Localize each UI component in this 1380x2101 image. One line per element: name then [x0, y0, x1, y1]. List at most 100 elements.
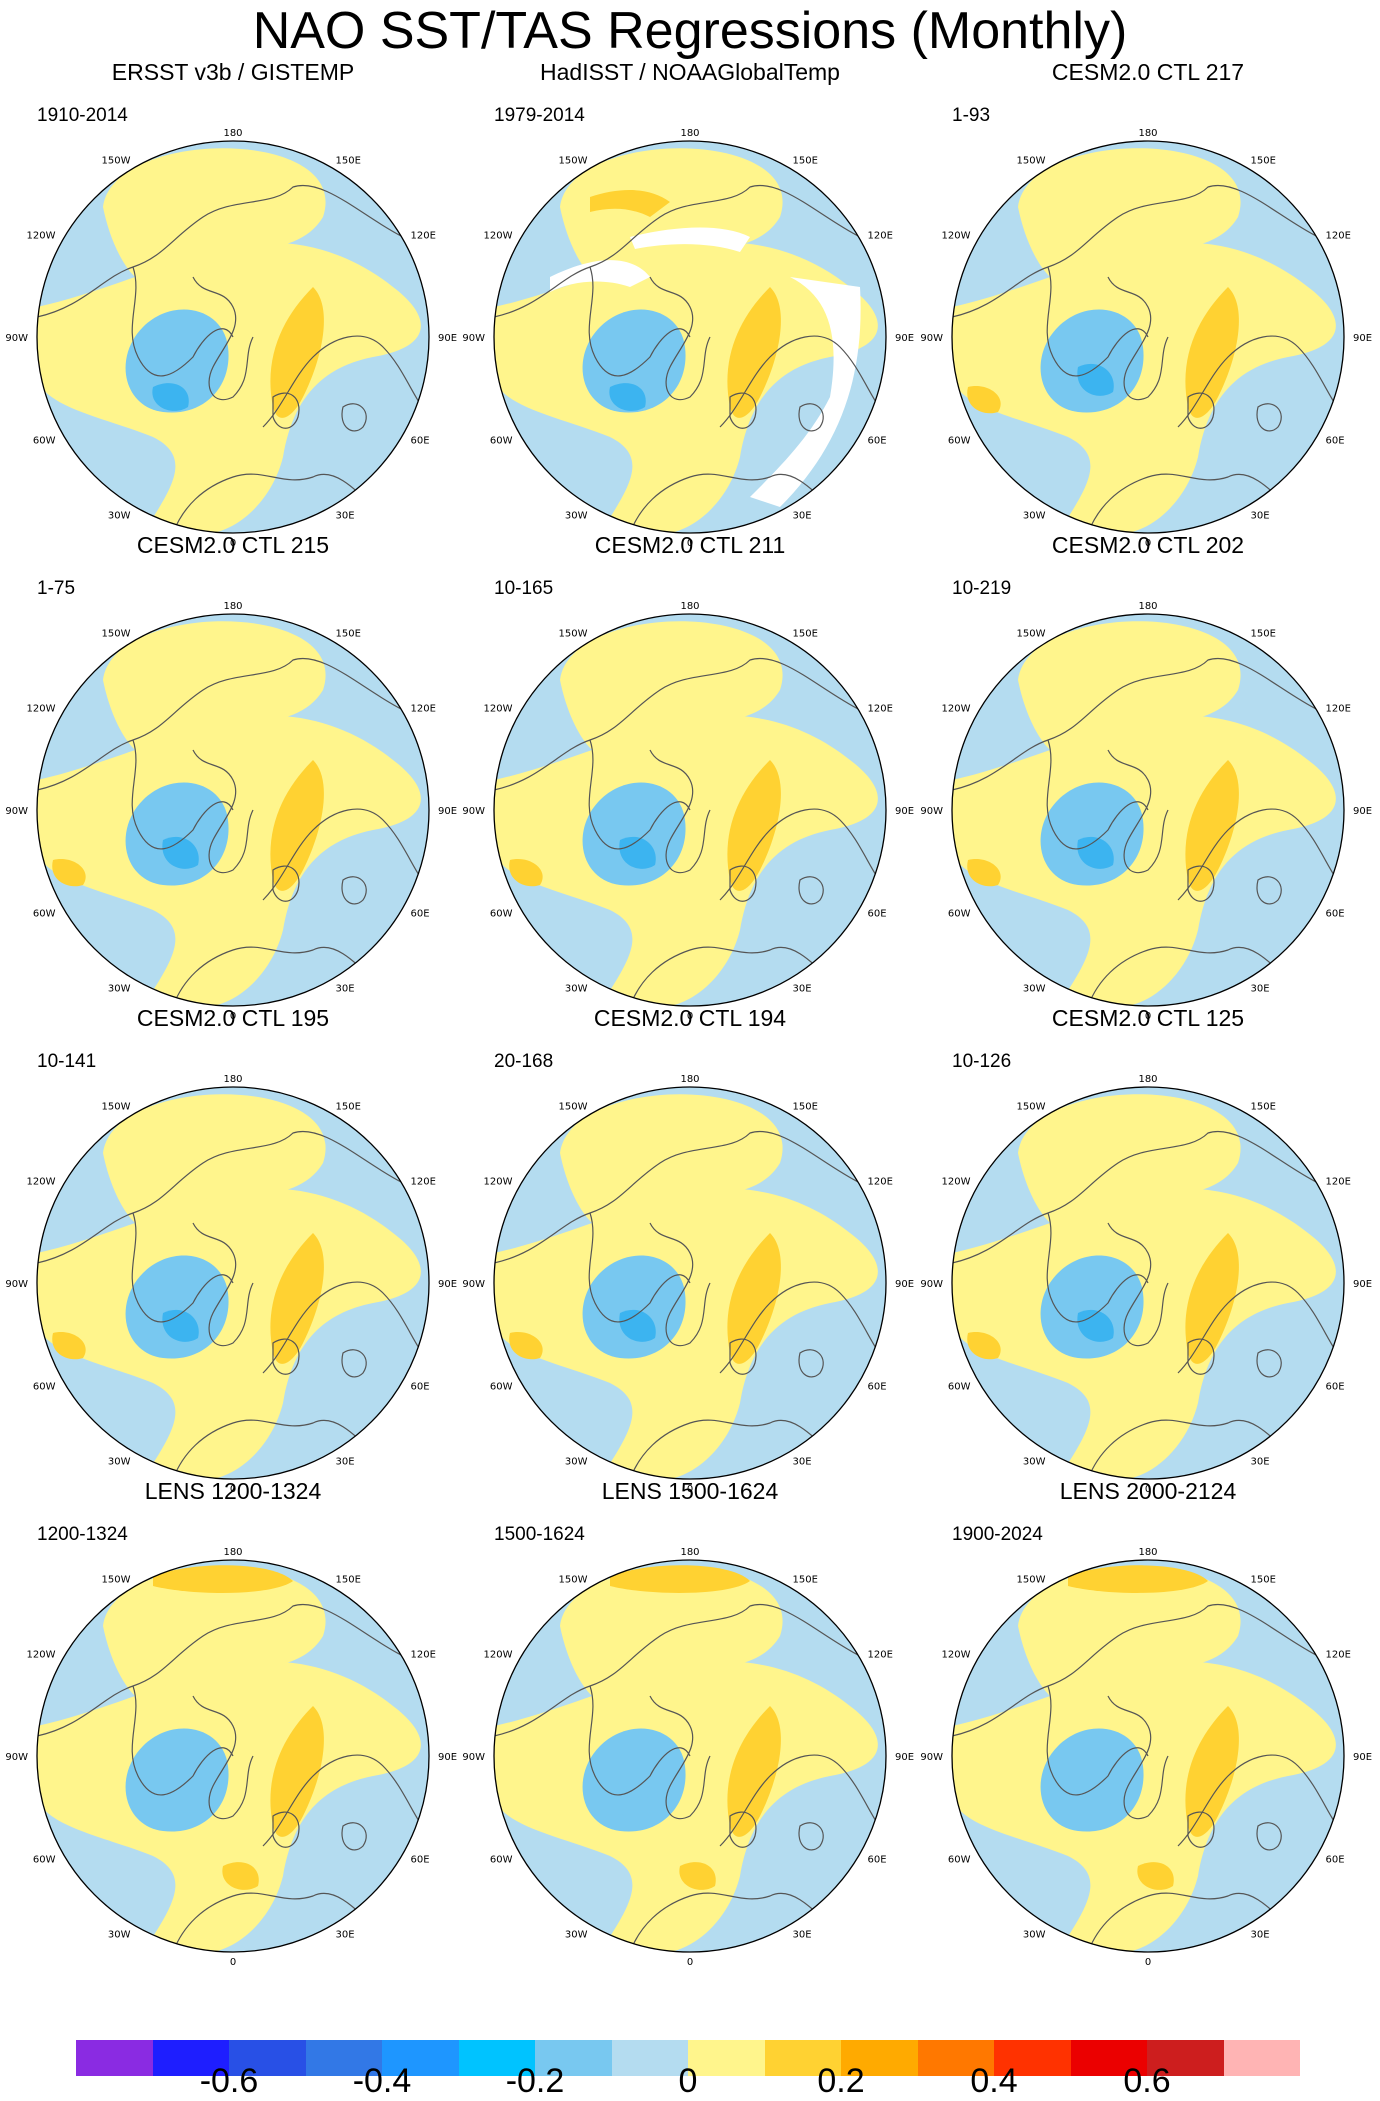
longitude-label: 30W	[565, 511, 588, 522]
longitude-label: 0	[1145, 1484, 1151, 1495]
map-border	[951, 1559, 1345, 1953]
colorbar-swatch	[1223, 2040, 1300, 2076]
panel-period-label: 1-75	[37, 578, 76, 599]
longitude-label: 30E	[793, 1457, 812, 1468]
colorbar	[76, 2040, 1300, 2076]
regression-field	[37, 1560, 429, 1952]
longitude-label: 60W	[33, 909, 56, 920]
colorbar-swatch	[152, 2040, 229, 2076]
longitude-label: 90E	[895, 333, 914, 344]
longitude-label: 150W	[1017, 1101, 1046, 1112]
longitude-label: 120E	[1326, 1650, 1351, 1661]
longitude-label: 150W	[102, 1101, 131, 1112]
longitude-label: 60E	[411, 1382, 430, 1393]
longitude-label: 120W	[941, 704, 970, 715]
panel-title: CESM2.0 CTL 202	[1051, 532, 1245, 558]
longitude-label: 30E	[1251, 984, 1270, 995]
longitude-label: 150E	[793, 155, 818, 166]
regression-field	[494, 614, 886, 1006]
longitude-label: 120E	[411, 231, 436, 242]
longitude-label: 0	[687, 538, 693, 549]
panel-period-label: 1979-2014	[494, 105, 585, 126]
longitude-label: 60W	[33, 1382, 56, 1393]
regression-field	[952, 1087, 1344, 1479]
panel-period-label: 10-165	[494, 578, 554, 599]
longitude-label: 30E	[1251, 1457, 1270, 1468]
longitude-label: 90E	[1353, 1279, 1372, 1290]
longitude-label: 60W	[948, 909, 971, 920]
map-border	[493, 613, 887, 1007]
regression-field	[494, 141, 886, 533]
panel-title: LENS 1500-1624	[601, 1478, 779, 1504]
polar-map: 180 150E 120E 90E 60E 30E 0 30W 60W 90W 120W 150W	[5, 1074, 457, 1495]
longitude-label: 30W	[1023, 1930, 1046, 1941]
longitude-label: 30W	[1023, 511, 1046, 522]
longitude-label: 150E	[1251, 628, 1276, 639]
longitude-label: 30W	[1023, 984, 1046, 995]
longitude-label: 150E	[1251, 155, 1276, 166]
panel-title: CESM2.0 CTL 211	[594, 532, 786, 558]
longitude-label: 150E	[793, 1101, 818, 1112]
colorbar-tick-label: 0	[678, 2062, 698, 2100]
longitude-label: 120W	[483, 704, 512, 715]
longitude-label: 90W	[920, 806, 943, 817]
longitude-label: 150W	[559, 628, 588, 639]
longitude-label: 120E	[411, 1177, 436, 1188]
polar-map: 180 150E 120E 90E 60E 30E 0 30W 60W 90W 120W 150W	[920, 128, 1372, 549]
longitude-label: 60W	[948, 436, 971, 447]
longitude-label: 150W	[559, 1574, 588, 1585]
longitude-label: 30W	[565, 1457, 588, 1468]
longitude-label: 120W	[941, 1650, 970, 1661]
longitude-label: 30W	[1023, 1457, 1046, 1468]
colorbar-swatch	[458, 2040, 535, 2076]
longitude-label: 90W	[920, 1752, 943, 1763]
colorbar-swatch	[305, 2040, 382, 2076]
regression-field	[494, 1087, 886, 1479]
longitude-label: 0	[1145, 1957, 1151, 1968]
regression-field	[37, 614, 429, 1006]
longitude-label: 150E	[336, 1574, 361, 1585]
map-border	[493, 140, 887, 534]
longitude-label: 60E	[1326, 436, 1345, 447]
longitude-label: 120W	[483, 231, 512, 242]
longitude-label: 60W	[33, 436, 56, 447]
colorbar-swatch	[764, 2040, 841, 2076]
colorbar-tick-label: -0.4	[352, 2062, 412, 2100]
longitude-label: 150W	[559, 155, 588, 166]
longitude-label: 90E	[1353, 806, 1372, 817]
longitude-label: 120E	[411, 704, 436, 715]
longitude-label: 60E	[1326, 1855, 1345, 1866]
longitude-label: 150W	[1017, 1574, 1046, 1585]
polar-map: 180 150E 120E 90E 60E 30E 0 30W 60W 90W 120W 150W	[920, 601, 1372, 1022]
longitude-label: 90W	[462, 333, 485, 344]
longitude-label: 30W	[565, 984, 588, 995]
longitude-label: 90E	[1353, 333, 1372, 344]
panel-period-label: 1-93	[952, 105, 991, 126]
longitude-label: 60E	[868, 909, 887, 920]
regression-field	[37, 141, 429, 533]
longitude-label: 60W	[490, 1382, 513, 1393]
longitude-label: 60E	[1326, 1382, 1345, 1393]
longitude-label: 120W	[483, 1177, 512, 1188]
polar-map: 180 150E 120E 90E 60E 30E 0 30W 60W 90W 120W 150W	[920, 1074, 1372, 1495]
longitude-label: 90W	[462, 1752, 485, 1763]
polar-map: 180 150E 120E 90E 60E 30E 0 30W 60W 90W 120W 150W	[462, 128, 914, 549]
longitude-label: 0	[687, 1484, 693, 1495]
longitude-label: 30E	[1251, 1930, 1270, 1941]
longitude-label: 0	[1145, 1011, 1151, 1022]
regression-field	[494, 1560, 886, 1952]
longitude-label: 60E	[868, 1382, 887, 1393]
polar-map: 180 150E 120E 90E 60E 30E 0 30W 60W 90W 120W 150W	[5, 601, 457, 1022]
longitude-label: 150E	[793, 628, 818, 639]
longitude-label: 30E	[1251, 511, 1270, 522]
longitude-label: 180	[1138, 1547, 1157, 1558]
longitude-label: 180	[223, 1547, 242, 1558]
longitude-label: 30E	[793, 511, 812, 522]
longitude-label: 120W	[26, 231, 55, 242]
longitude-label: 120E	[868, 704, 893, 715]
longitude-label: 150E	[336, 155, 361, 166]
longitude-label: 60E	[411, 909, 430, 920]
longitude-label: 30E	[336, 1457, 355, 1468]
polar-map: 180 150E 120E 90E 60E 30E 0 30W 60W 90W 120W 150W	[462, 601, 914, 1022]
panel-period-label: 10-141	[37, 1051, 97, 1072]
